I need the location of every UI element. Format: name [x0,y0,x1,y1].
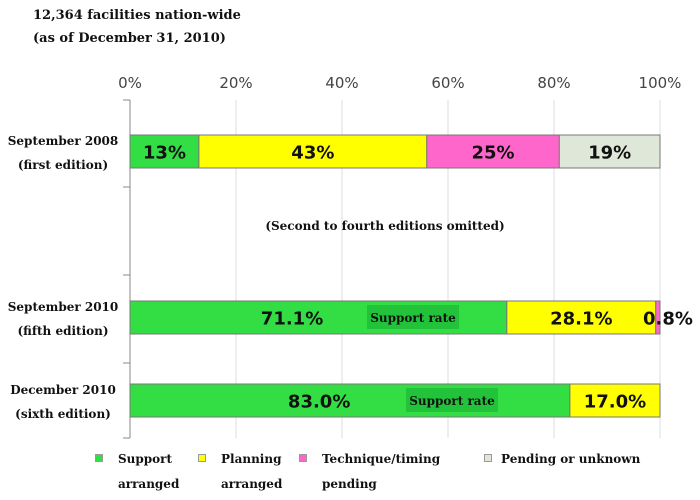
row-sublabel-september-2010: (fifth edition) [17,324,108,338]
legend-swatch-planning-arranged [198,454,206,462]
legend-label-support-arranged-line2: arranged [118,477,180,491]
legend-label-technique-timing-pending-line1: Technique/timing [322,452,441,466]
support-rate-annotation: Support rate [370,311,456,325]
data-label-september-2010-support-arranged: 71.1% [261,309,323,330]
data-label-december-2010-planning-arranged: 17.0% [584,392,646,413]
bar-segment-september-2008-pending-or-unknown [558,134,661,169]
data-label-september-2008-technique-timing-pending: 25% [472,143,515,164]
legend-label-support-arranged: Support arranged [118,447,179,497]
legend-label-planning-arranged-line2: arranged [221,477,283,491]
x-tick-label-0: 0% [118,74,142,92]
x-tick-label-100: 100% [639,74,682,92]
data-label-september-2010-planning-arranged: 28.1% [550,309,612,330]
row-label-september-2010: September 2010 [8,300,119,314]
data-label-september-2008-pending-or-unknown: 19% [588,143,631,164]
as-of-date-note: (as of December 31, 2010) [33,31,226,46]
data-label-september-2008-planning-arranged: 43% [291,143,334,164]
legend-label-support-arranged-line1: Support [118,452,173,466]
bar-segment-september-2010-technique-timing-pending [655,300,661,335]
x-tick-label-60: 60% [431,74,464,92]
support-rate-annotation-box [367,305,459,329]
row-label-september-2008: September 2008 [8,134,119,148]
data-label-september-2010-technique-timing-pending: 0.8% [643,309,693,330]
bar-segment-september-2008-support-arranged [129,134,200,169]
legend-label-technique-timing-pending-line2: pending [322,477,377,491]
bar-segment-september-2008-technique-timing-pending [426,134,560,169]
row-sublabel-september-2008: (first edition) [18,158,108,172]
x-tick-label-80: 80% [537,74,570,92]
support-rate-annotation-box [406,388,498,412]
legend-label-pending-or-unknown: Pending or unknown [501,447,640,472]
legend-swatch-support-arranged [95,454,103,462]
bar-segment-september-2010-planning-arranged [506,300,657,335]
legend-label-pending-or-unknown-line1: Pending or unknown [501,452,641,466]
x-tick-label-40: 40% [325,74,358,92]
legend-swatch-pending-or-unknown [484,454,492,462]
legend-label-technique-timing-pending: Technique/timing pending [322,447,440,497]
data-label-september-2008-support-arranged: 13% [143,143,186,164]
legend-label-planning-arranged: Planning arranged [221,447,282,497]
legend-swatch-technique-timing-pending [299,454,307,462]
row-label-december-2010: December 2010 [10,383,116,397]
bar-segment-december-2010-planning-arranged [569,383,661,418]
facilities-count-note: 12,364 facilities nation-wide [33,8,241,23]
omitted-editions-note: (Second to fourth editions omitted) [265,219,504,233]
data-label-december-2010-support-arranged: 83.0% [288,392,350,413]
legend-label-planning-arranged-line1: Planning [221,452,282,466]
support-rate-annotation: Support rate [409,394,495,408]
x-tick-label-20: 20% [219,74,252,92]
row-sublabel-december-2010: (sixth edition) [15,407,111,421]
